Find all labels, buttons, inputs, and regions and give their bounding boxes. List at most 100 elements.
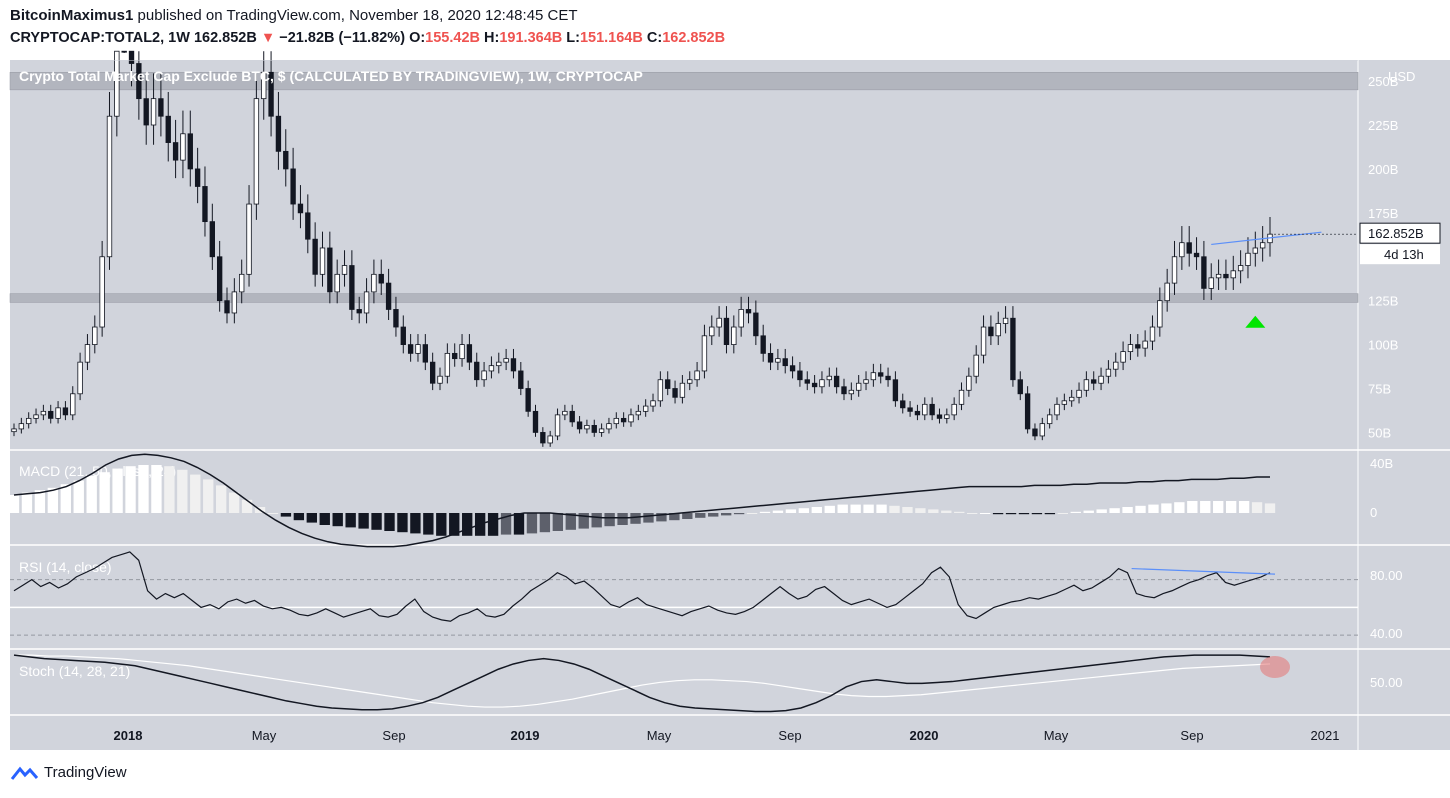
candle-body [165,115,171,143]
macd-histogram-bar [423,513,434,535]
candle-body [275,115,282,152]
candle-body [1113,361,1119,370]
author-name[interactable]: BitcoinMaximus1 [10,7,134,24]
candle-body [576,421,583,430]
candle-body [363,291,370,314]
candle-body [1223,273,1229,279]
candle-body [172,142,179,161]
candle-body [547,435,553,444]
ohlc-header: CRYPTOCAP:TOTAL2, 1W 162.852B ▼ −21.82B … [10,30,725,46]
candle-body [194,168,201,187]
candle-body [26,417,32,425]
macd-histogram-bar [99,472,110,513]
low-value: 151.164B [579,30,643,46]
macd-histogram-bar [798,508,810,513]
candle-body [819,379,825,388]
candle-body [187,133,193,170]
macd-histogram-bar [34,490,46,513]
candle-body [642,405,649,412]
macd-histogram-bar [902,507,913,513]
macd-axis-label: 0 [1370,505,1377,520]
candle-body [1245,252,1251,266]
candle-body [775,358,781,363]
candle-body [745,309,752,314]
candle-body [1024,393,1031,430]
candle-body [305,212,311,240]
macd-histogram-bar [487,513,499,536]
candle-body [1091,379,1097,384]
currency-label: USD [1388,69,1415,84]
macd-histogram-bar [928,509,939,513]
macd-histogram-bar [164,466,175,513]
macd-histogram-bar [190,474,201,513]
macd-histogram-bar [1109,508,1120,513]
macd-histogram-bar [526,513,538,534]
macd-histogram-bar [785,509,797,513]
time-tick-label: 2019 [511,728,540,743]
macd-histogram-bar [967,513,978,514]
macd-histogram-bar [151,465,162,513]
time-tick-label: 2021 [1311,728,1340,743]
price-tick-label: 50B [1368,425,1391,440]
candle-body [415,344,421,354]
price-tick-label: 225B [1368,118,1398,133]
macd-histogram-bar [759,511,771,513]
macd-histogram-bar [733,513,745,515]
macd-histogram-bar [215,485,227,513]
macd-histogram-bar [630,513,641,524]
macd-histogram-bar [1135,505,1146,513]
macd-histogram-bar [138,465,149,513]
candle-body [1142,340,1148,349]
price-tick-label: 175B [1368,206,1398,221]
macd-histogram-bar [746,513,758,514]
candle-body [929,403,935,416]
candle-body [944,414,950,419]
candle-body [951,403,957,416]
candle-body [841,386,847,395]
macd-histogram-bar [500,513,512,535]
macd-histogram-bar [811,507,822,513]
macd-histogram-bar [1187,501,1198,513]
last-price-label: 162.852B [1368,226,1424,241]
candle-body [136,63,142,100]
candle-body [371,273,377,293]
candle-body [1002,317,1009,324]
macd-histogram-bar [267,513,279,514]
candle-body [1215,273,1222,279]
candle-body [378,273,384,284]
close-value: 162.852B [662,30,726,46]
open-value: 155.42B [425,30,480,46]
candle-body [1208,277,1214,289]
candle-body [1171,256,1178,284]
candle-body [158,98,164,117]
candle-body [481,370,487,381]
candle-body [261,71,267,100]
candle-body [665,379,671,389]
candle-body [554,414,561,437]
candle-body [334,273,340,293]
candle-body [1120,351,1126,363]
candle-body [231,291,238,314]
candle-body [77,361,83,395]
candle-body [1201,256,1207,289]
candle-body [70,393,76,416]
candle-body [466,344,473,363]
macd-histogram-bar [552,513,564,531]
price-tick-label: 125B [1368,294,1398,309]
macd-histogram-bar [86,475,97,513]
macd-histogram-bar [837,504,848,513]
stoch-highlight-circle [1260,656,1290,678]
macd-histogram-bar [60,484,71,513]
candle-body [907,407,913,412]
candle-body [723,317,730,345]
candle-body [760,335,766,354]
candle-body [973,354,979,377]
time-tick-label: May [1044,728,1069,743]
price-pane-clip [10,60,1358,61]
candle-body [327,247,333,293]
candle-body [958,389,965,405]
price-tick-label: 200B [1368,162,1398,177]
candle-body [55,407,61,419]
candle-body [885,375,891,381]
